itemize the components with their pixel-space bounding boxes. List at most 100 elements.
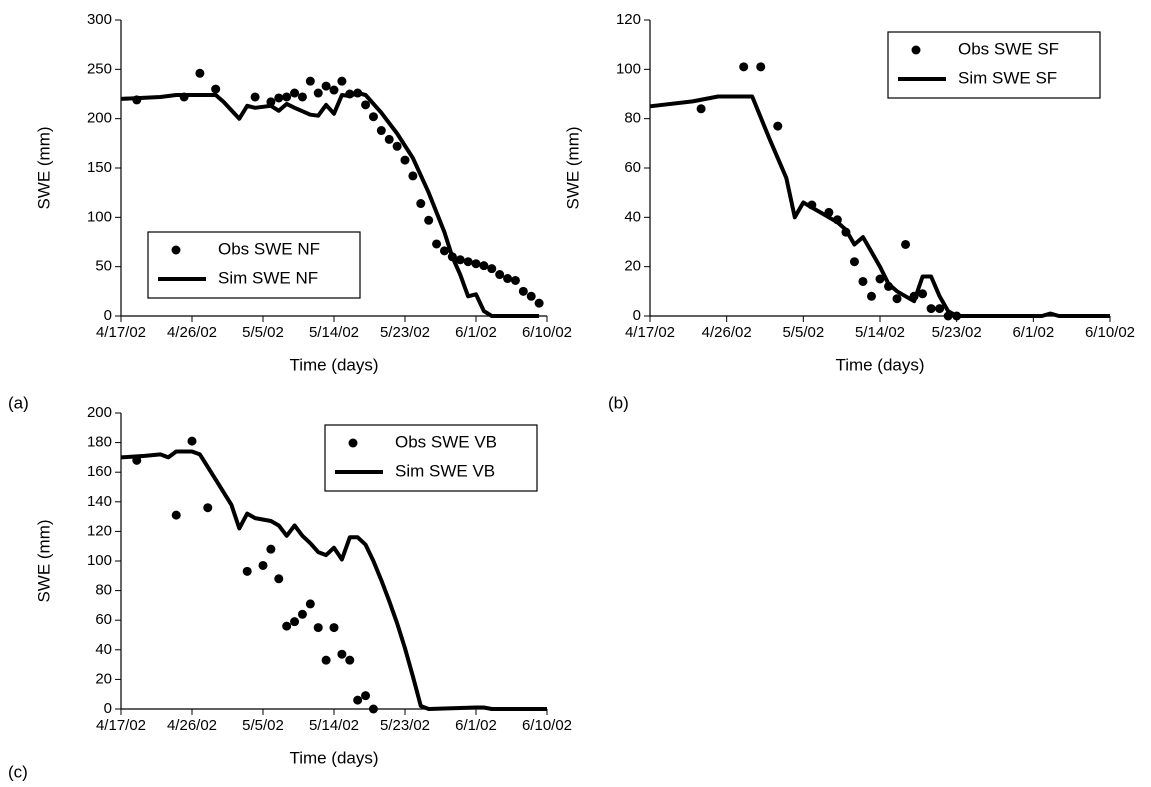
obs-point	[400, 155, 410, 165]
sim-line	[649, 94, 1110, 318]
x-tick-label: 6/1/02	[455, 717, 497, 734]
legend-label: Obs SWE NF	[218, 239, 320, 258]
x-axis-label: Time (days)	[835, 355, 924, 374]
y-axis-label: SWE (mm)	[34, 519, 53, 602]
x-tick-label: 4/26/02	[702, 324, 752, 341]
y-tick-label: 120	[616, 11, 641, 28]
sim-line	[120, 91, 540, 318]
obs-point	[171, 510, 181, 520]
legend-label: Obs SWE SF	[958, 39, 1059, 58]
obs-point	[918, 289, 928, 299]
x-tick-label: 5/5/02	[782, 324, 824, 341]
y-tick-label: 100	[87, 208, 112, 225]
x-tick-label: 5/14/02	[855, 324, 905, 341]
y-tick-label: 40	[624, 208, 641, 225]
obs-point	[392, 141, 402, 151]
x-tick-label: 4/17/02	[96, 324, 146, 341]
y-tick-label: 100	[616, 60, 641, 77]
y-tick-label: 0	[104, 700, 112, 717]
obs-point	[773, 121, 783, 131]
y-tick-label: 0	[104, 307, 112, 324]
legend-label: Sim SWE SF	[958, 68, 1057, 87]
obs-point	[250, 92, 260, 102]
obs-point	[495, 270, 505, 280]
obs-point	[384, 134, 394, 144]
obs-point	[305, 599, 315, 609]
obs-point	[337, 76, 347, 86]
y-tick-label: 200	[87, 110, 112, 127]
obs-point	[361, 100, 371, 110]
y-tick-label: 60	[624, 159, 641, 176]
obs-point	[368, 704, 378, 714]
x-tick-label: 5/23/02	[932, 324, 982, 341]
obs-point	[510, 275, 520, 285]
obs-point	[290, 88, 300, 98]
legend-label: Sim SWE NF	[218, 268, 318, 287]
obs-point	[313, 88, 323, 98]
y-tick-label: 50	[95, 258, 112, 275]
panel-label: (b)	[608, 393, 629, 412]
x-tick-label: 4/26/02	[167, 324, 217, 341]
obs-point	[471, 259, 481, 269]
obs-point	[463, 257, 473, 267]
obs-point	[866, 291, 876, 301]
y-tick-label: 160	[87, 463, 112, 480]
x-tick-label: 4/26/02	[167, 717, 217, 734]
obs-point	[187, 436, 197, 446]
obs-point	[321, 655, 331, 665]
y-tick-label: 0	[633, 307, 641, 324]
obs-point	[432, 239, 442, 249]
legend-box	[887, 31, 1101, 99]
legend-label: Obs SWE VB	[395, 432, 497, 451]
obs-point	[321, 81, 331, 91]
y-axis-label: SWE (mm)	[34, 126, 53, 209]
obs-point	[203, 503, 213, 513]
x-tick-label: 5/14/02	[309, 324, 359, 341]
obs-point	[313, 623, 323, 633]
obs-point	[361, 691, 371, 701]
obs-point	[282, 621, 292, 631]
obs-point	[858, 276, 868, 286]
legend-marker	[171, 245, 181, 255]
y-tick-label: 300	[87, 11, 112, 28]
obs-point	[439, 246, 449, 256]
legend-marker	[348, 438, 358, 448]
obs-point	[526, 291, 536, 301]
panel-label: (c)	[8, 762, 28, 781]
legend-label: Sim SWE VB	[395, 461, 495, 480]
obs-point	[756, 62, 766, 72]
obs-point	[337, 649, 347, 659]
obs-point	[329, 85, 339, 95]
obs-point	[518, 286, 528, 296]
x-axis-label: Time (days)	[289, 355, 378, 374]
y-tick-label: 150	[87, 159, 112, 176]
y-tick-label: 80	[95, 582, 112, 599]
obs-point	[739, 62, 749, 72]
y-tick-label: 20	[95, 670, 112, 687]
obs-point	[282, 92, 292, 102]
x-tick-label: 6/1/02	[1012, 324, 1054, 341]
obs-point	[875, 274, 885, 284]
x-tick-label: 6/10/02	[1085, 324, 1135, 341]
obs-point	[345, 655, 355, 665]
obs-point	[266, 544, 276, 554]
obs-point	[424, 215, 434, 225]
obs-point	[258, 560, 268, 570]
obs-point	[305, 76, 315, 86]
obs-point	[935, 304, 945, 314]
y-tick-label: 180	[87, 434, 112, 451]
y-tick-label: 100	[87, 552, 112, 569]
x-tick-label: 5/5/02	[242, 717, 284, 734]
panel-label: (a)	[8, 393, 29, 412]
x-tick-label: 6/10/02	[522, 324, 572, 341]
x-axis-label: Time (days)	[289, 748, 378, 767]
obs-point	[926, 304, 936, 314]
legend-box	[147, 231, 361, 299]
y-axis-label: SWE (mm)	[563, 126, 582, 209]
obs-point	[290, 617, 300, 627]
obs-point	[211, 84, 221, 94]
y-tick-label: 40	[95, 641, 112, 658]
obs-point	[455, 255, 465, 265]
y-tick-label: 60	[95, 611, 112, 628]
y-tick-label: 250	[87, 60, 112, 77]
